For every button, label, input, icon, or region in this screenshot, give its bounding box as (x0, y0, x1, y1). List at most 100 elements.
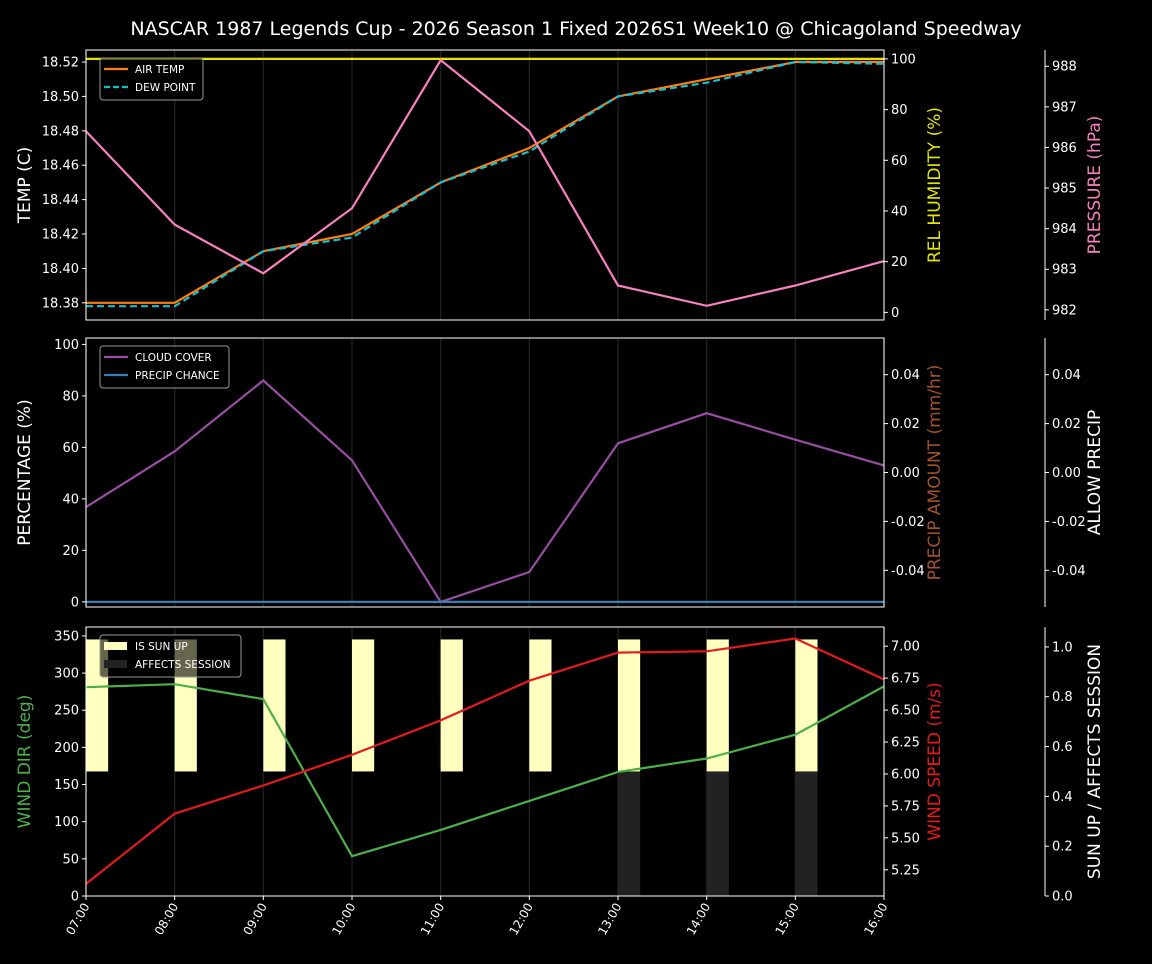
legend-box (99, 634, 242, 678)
y-tick-label: 0 (71, 595, 79, 610)
legend: AIR TEMP DEW POINT (99, 57, 204, 101)
right2-tick-label: -0.04 (1052, 564, 1086, 579)
sun-up-bar (440, 639, 463, 772)
right2-tick-label: 0.0 (1052, 890, 1073, 905)
right2-tick-label: 982 (1052, 303, 1077, 318)
legend: IS SUN UP AFFECTS SESSION (99, 634, 242, 678)
sun-up-bar (795, 639, 818, 772)
right2-tick-label: 0.04 (1052, 368, 1081, 383)
right2-tick-label: 0.8 (1052, 690, 1073, 705)
right1-tick-label: 0.02 (891, 417, 920, 432)
y-tick-label: 18.40 (42, 262, 79, 277)
right2-axis-label: SUN UP / AFFECTS SESSION (1085, 644, 1105, 879)
sun-up-bar (706, 639, 729, 772)
right1-axis-label: WIND SPEED (m/s) (925, 682, 945, 840)
series-line-cloud-cover (85, 379, 885, 604)
right1-tick-label: -0.02 (891, 515, 925, 530)
right2-tick-label: 0.6 (1052, 740, 1073, 755)
y-tick-label: 50 (62, 852, 79, 867)
right2-tick-label: 985 (1052, 182, 1077, 197)
y-tick-label: 100 (54, 815, 79, 830)
series-line-air-temp (86, 60, 884, 304)
right2-axis-label: ALLOW PRECIP (1085, 410, 1105, 536)
plot-frame (85, 626, 885, 897)
y-tick-label: 60 (62, 441, 79, 456)
y-tick-label: 100 (54, 338, 79, 353)
legend-label: DEW POINT (135, 82, 196, 94)
right1-axis-label: REL HUMIDITY (%) (925, 107, 945, 263)
y-tick-label: 350 (54, 629, 79, 644)
y-tick-label: 20 (62, 544, 79, 559)
y-tick-label: 18.42 (42, 228, 79, 243)
right1-tick-label: 5.25 (891, 863, 920, 878)
right1-tick-label: 20 (891, 255, 908, 270)
legend-swatch (104, 642, 127, 650)
right1-tick-label: 6.00 (891, 767, 920, 782)
right2-tick-label: -0.02 (1052, 515, 1086, 530)
right1-tick-label: 40 (891, 204, 908, 219)
sun-up-bar (263, 639, 286, 772)
panel-3: 0 50 100 150 200 250 300 350 5.25 5.50 5.75 6.00 6.2… (15, 626, 1105, 905)
right1-tick-label: 100 (891, 52, 916, 67)
plot-frame (85, 49, 885, 321)
right2-tick-label: 0.4 (1052, 790, 1073, 805)
right1-tick-label: 0.04 (891, 368, 920, 383)
y-tick-label: 300 (54, 667, 79, 682)
sun-up-bar (618, 639, 641, 772)
legend-label: CLOUD COVER (135, 352, 212, 364)
series-line-right1 (85, 637, 885, 885)
chart-title: NASCAR 1987 Legends Cup - 2026 Season 1 … (130, 18, 1021, 40)
y-tick-label: 150 (54, 778, 79, 793)
right2-tick-label: 0.2 (1052, 840, 1073, 855)
right1-tick-label: 6.25 (891, 736, 920, 751)
legend-swatch (104, 660, 127, 668)
y-tick-label: 18.44 (42, 193, 79, 208)
y-tick-label: 0 (71, 890, 79, 905)
right1-tick-label: 6.75 (891, 672, 920, 687)
y-axis-label: PERCENTAGE (%) (15, 399, 35, 545)
y-tick-label: 80 (62, 389, 79, 404)
affects-session-bar (706, 771, 729, 896)
right2-tick-label: 0.02 (1052, 417, 1081, 432)
y-tick-label: 18.48 (42, 124, 79, 139)
panel-1: 18.38 18.40 18.42 18.44 18.46 18.48 18.50 18.52… (15, 49, 1105, 321)
panel-2: 0 20 40 60 80 100 -0.04 -0.02 0.00 0.02 0.04 -0.04 -… (15, 337, 1105, 610)
legend-label: IS SUN UP (135, 641, 188, 653)
sun-up-bar (352, 639, 375, 772)
right1-tick-label: -0.04 (891, 564, 925, 579)
legend: CLOUD COVER PRECIP CHANCE (99, 345, 230, 389)
sun-up-bar (529, 639, 552, 772)
legend-label: PRECIP CHANCE (135, 370, 220, 382)
series-line-left (85, 683, 885, 858)
y-tick-label: 18.50 (42, 90, 79, 105)
affects-session-bar (795, 771, 818, 896)
legend-box (99, 345, 230, 389)
y-axis-label: WIND DIR (deg) (15, 695, 35, 829)
right2-tick-label: 983 (1052, 263, 1077, 278)
y-tick-label: 200 (54, 741, 79, 756)
right1-tick-label: 7.00 (891, 640, 920, 655)
right1-tick-label: 6.50 (891, 704, 920, 719)
y-tick-label: 18.52 (42, 56, 79, 71)
right2-tick-label: 988 (1052, 60, 1077, 75)
right1-tick-label: 0.00 (891, 466, 920, 481)
legend-label: AFFECTS SESSION (135, 659, 231, 671)
right2-tick-label: 986 (1052, 141, 1077, 156)
right1-tick-label: 5.50 (891, 831, 920, 846)
right2-tick-label: 984 (1052, 222, 1077, 237)
y-axis-label: TEMP (C) (15, 147, 35, 225)
right1-axis-label: PRECIP AMOUNT (mm/hr) (925, 365, 945, 581)
right1-tick-label: 5.75 (891, 799, 920, 814)
right2-axis-label: PRESSURE (hPa) (1085, 116, 1105, 255)
y-tick-label: 250 (54, 704, 79, 719)
right2-tick-label: 0.00 (1052, 466, 1081, 481)
series-line-dew-point (86, 60, 885, 308)
right1-tick-label: 60 (891, 154, 908, 169)
legend-label: AIR TEMP (135, 64, 184, 76)
right1-tick-label: 0 (891, 306, 899, 321)
right2-tick-label: 987 (1052, 100, 1077, 115)
right2-tick-label: 1.0 (1052, 640, 1073, 655)
y-tick-label: 18.38 (42, 296, 79, 311)
